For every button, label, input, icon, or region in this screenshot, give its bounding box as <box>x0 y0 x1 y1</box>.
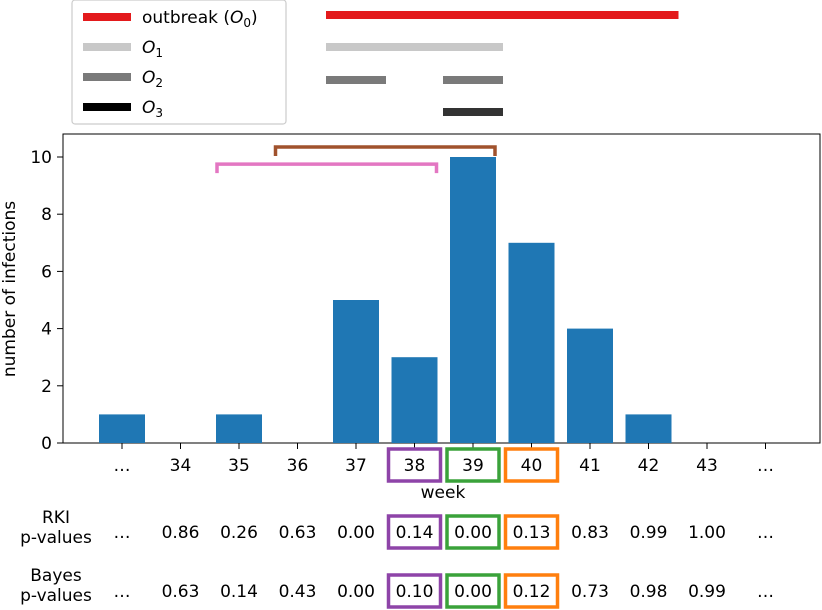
brackets <box>215 145 497 174</box>
y-tick-label: 2 <box>41 377 52 397</box>
x-axis-label: week <box>421 483 466 503</box>
bar <box>508 242 555 443</box>
pvalue-cell: 0.00 <box>454 582 492 602</box>
pvalue-cell: … <box>114 582 131 602</box>
pvalue-cell: 1.00 <box>688 523 726 543</box>
pvalue-cell: 0.00 <box>337 582 375 602</box>
bar <box>216 414 262 443</box>
pvalue-cell: 0.00 <box>454 523 492 543</box>
x-axis: … 34 35 36 37 38 39 40 41 42 43 … <box>114 443 774 476</box>
x-tick-label: 43 <box>696 456 718 476</box>
y-tick-label: 0 <box>41 434 52 454</box>
rki-row-label: RKI p-values <box>0 508 112 548</box>
bar <box>333 300 379 443</box>
bar <box>567 328 613 443</box>
x-tick-label: 34 <box>170 456 192 476</box>
bar <box>450 157 496 443</box>
period-bracket <box>215 162 439 174</box>
pvalue-table: … 0.86 0.26 0.63 0.00 0.14 0.00 0.13 0.83 0.99 1.0… <box>114 523 775 602</box>
pvalue-cell: 0.14 <box>396 523 434 543</box>
y-axis: 0 2 4 6 8 10 <box>30 148 63 454</box>
y-tick-label: 8 <box>41 205 52 225</box>
highlight-box <box>445 573 501 609</box>
pvalue-cell: 0.63 <box>162 582 200 602</box>
legend-label: O2 <box>142 68 163 90</box>
pvalue-cell: 0.14 <box>220 582 258 602</box>
pvalue-cell: 0.86 <box>162 523 200 543</box>
x-tick-label: 41 <box>579 456 601 476</box>
highlight-boxes <box>386 447 560 609</box>
pvalue-cell: 0.00 <box>337 523 375 543</box>
x-tick-label: 42 <box>638 456 660 476</box>
bar <box>99 414 145 443</box>
pvalue-cell: 0.10 <box>396 582 434 602</box>
highlight-box <box>445 447 501 483</box>
highlight-box <box>503 573 560 609</box>
x-tick-label: … <box>114 456 131 476</box>
legend-label: outbreak (O0) <box>142 8 258 30</box>
pvalue-cell: 0.26 <box>220 523 258 543</box>
x-tick-label: … <box>757 456 774 476</box>
legend-label: O3 <box>142 98 163 120</box>
y-axis-label: number of infections <box>0 201 20 377</box>
highlight-box <box>386 573 443 609</box>
pvalue-cell: … <box>757 582 774 602</box>
x-tick-label: 40 <box>521 456 543 476</box>
legend-frame <box>71 0 287 125</box>
bayes-label-line1: Bayes <box>30 566 82 586</box>
outbreak-periods <box>326 11 679 116</box>
highlight-box <box>386 514 443 550</box>
bar <box>625 414 672 443</box>
legend: outbreak (O0) O1 O2 O3 <box>71 0 287 125</box>
highlight-box <box>445 514 501 550</box>
y-tick-label: 6 <box>41 262 52 282</box>
rki-label-line2: p-values <box>20 528 92 548</box>
bayes-label-line2: p-values <box>20 586 92 606</box>
highlight-box <box>386 447 443 483</box>
bayes-row-label: Bayes p-values <box>0 566 112 606</box>
pvalue-cell: 0.73 <box>571 582 609 602</box>
pvalue-cell: 0.12 <box>513 582 551 602</box>
pvalue-cell: 0.98 <box>630 582 668 602</box>
bar <box>391 357 438 443</box>
period-bracket <box>273 145 497 156</box>
x-tick-label: 35 <box>228 456 250 476</box>
pvalue-cell: 0.63 <box>279 523 317 543</box>
pvalue-cell: 0.83 <box>571 523 609 543</box>
pvalue-cell: 0.99 <box>688 582 726 602</box>
x-tick-label: 37 <box>345 456 367 476</box>
x-tick-label: 39 <box>462 456 484 476</box>
rki-label-line1: RKI <box>42 508 70 528</box>
pvalue-cell: 0.13 <box>513 523 551 543</box>
legend-label: O1 <box>142 38 163 60</box>
bars <box>99 157 672 443</box>
x-tick-label: 36 <box>287 456 309 476</box>
pvalue-cell: … <box>757 523 774 543</box>
y-tick-label: 10 <box>30 148 52 168</box>
highlight-box <box>503 514 560 550</box>
plot-frame <box>62 133 821 444</box>
highlight-box <box>503 447 560 483</box>
y-tick-label: 4 <box>41 320 52 340</box>
pvalue-cell: … <box>114 523 131 543</box>
pvalue-cell: 0.99 <box>630 523 668 543</box>
pvalue-cell: 0.43 <box>279 582 317 602</box>
x-tick-label: 38 <box>404 456 426 476</box>
